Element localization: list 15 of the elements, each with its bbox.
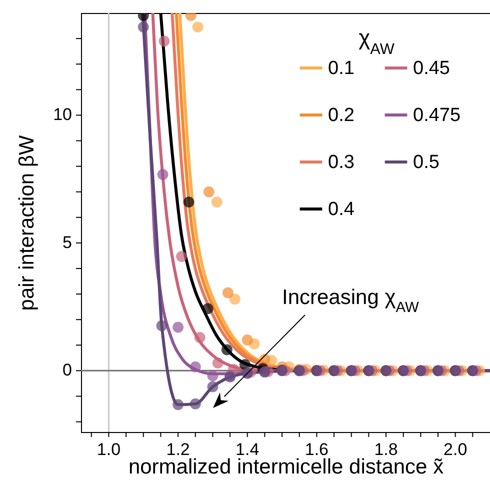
x-tick-label: 2.0 [444,440,468,459]
legend-label: 0.45 [413,58,450,79]
y-axis-title: pair interaction βW [16,135,38,311]
x-tick-label: 1.0 [96,440,121,459]
y-tick-label: 0 [62,360,72,380]
y-tick-label: 5 [62,232,72,252]
legend-label: 0.5 [413,152,440,173]
legend-label: 0.4 [328,199,355,220]
legend-label: 0.1 [328,58,354,79]
legend-label: 0.3 [328,152,354,173]
annotation: Increasing χ$_{AW}$ [282,286,419,316]
y-tick-label: 10 [53,105,72,124]
legend-label: 0.475 [413,105,461,126]
legend-label: 0.2 [328,105,354,126]
legend-title: χ$_{AW}$ [358,25,395,58]
